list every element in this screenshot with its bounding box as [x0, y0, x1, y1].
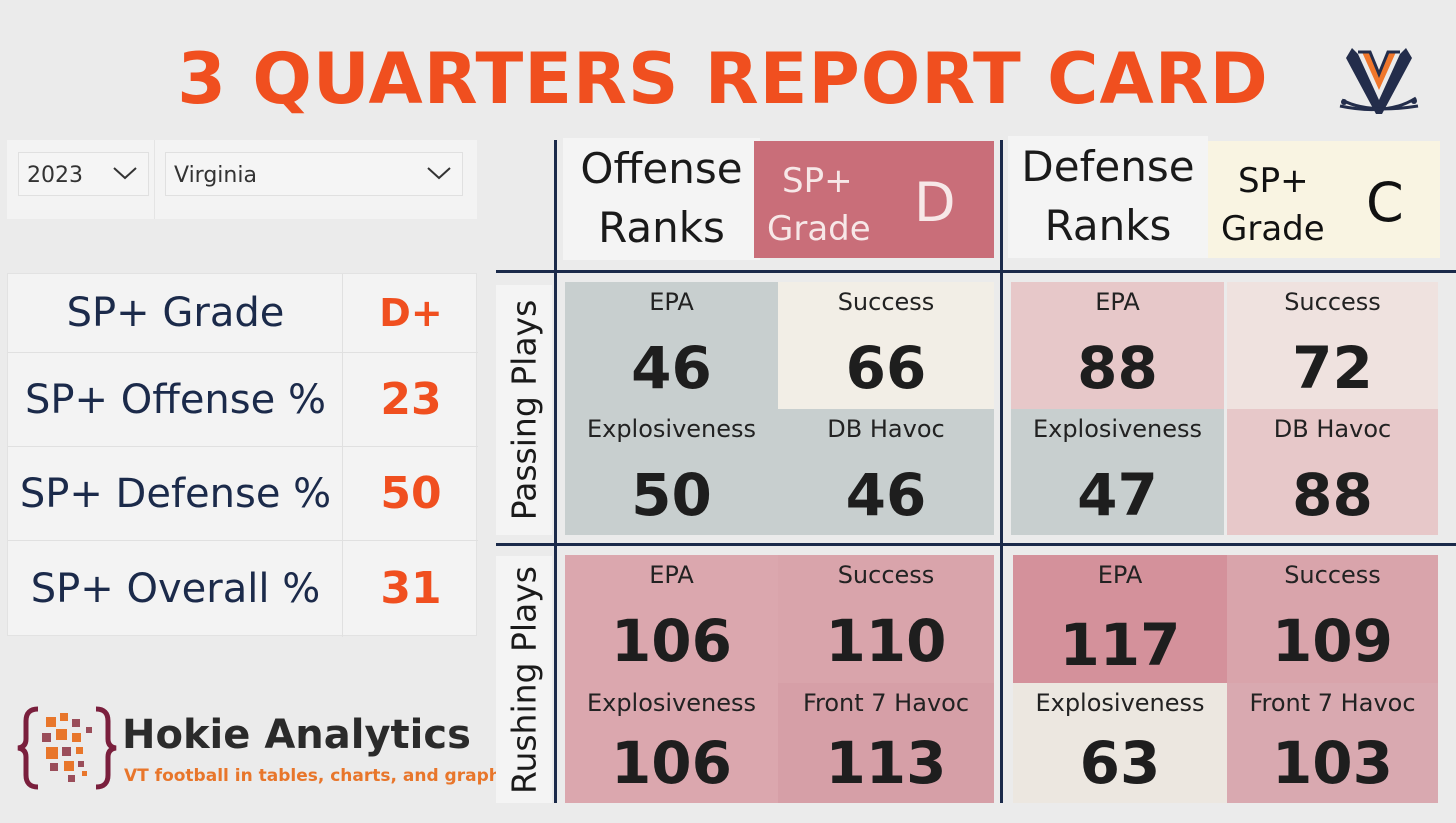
metric-label: EPA — [649, 288, 694, 316]
grade-label-line1: SP+ — [782, 161, 853, 201]
metric-value: 88 — [1292, 461, 1373, 529]
metric-value: 109 — [1271, 607, 1394, 675]
metric-value: 63 — [1079, 729, 1161, 797]
grade-label-line1: SP+ — [1238, 161, 1309, 201]
divider — [496, 270, 1456, 273]
metric-value: 88 — [1077, 334, 1158, 402]
metric-label: Front 7 Havoc — [802, 689, 970, 717]
brand-tagline: VT football in tables, charts, and graph… — [124, 766, 511, 786]
metric-label: Explosiveness — [1035, 689, 1205, 717]
sp-summary-table: SP+ Grade D+ SP+ Offense % 23 SP+ Defens… — [7, 273, 478, 637]
metric-value: 117 — [1059, 611, 1181, 679]
metric-label: Success — [1284, 288, 1381, 316]
summary-label: SP+ Grade — [66, 290, 285, 336]
summary-value: D+ — [379, 291, 443, 335]
metric-label: DB Havoc — [827, 415, 945, 443]
metric-label: EPA — [649, 561, 694, 589]
team-value: Virginia — [174, 163, 257, 188]
summary-row: SP+ Offense % 23 — [8, 353, 478, 447]
metric-label: Front 7 Havoc — [1249, 689, 1416, 717]
offense-header-line2: Ranks — [598, 203, 725, 252]
page-title: 3 QUARTERS REPORT CARD — [177, 38, 1269, 120]
defense-sp-grade: SP+ Grade C — [1208, 141, 1440, 258]
metric-value: 106 — [610, 607, 733, 675]
defense-header-line2: Ranks — [1044, 201, 1172, 250]
defense-header-line1: Defense — [1021, 142, 1195, 192]
passing-plays-text: Passing Plays — [504, 299, 544, 521]
defense-passing-epa-cell: EPA 88 — [1011, 282, 1224, 409]
metric-value: 103 — [1271, 729, 1394, 797]
metric-label: Explosiveness — [586, 415, 757, 443]
offense-rushing-explosiveness-cell: Explosiveness 106 — [565, 683, 778, 803]
metric-value: 46 — [845, 461, 927, 529]
defense-passing-db-havoc-cell: DB Havoc 88 — [1227, 409, 1438, 535]
metric-label: Success — [1284, 561, 1381, 589]
metric-value: 47 — [1077, 461, 1158, 529]
year-dropdown[interactable]: 2023 — [18, 152, 149, 196]
hokie-analytics-logo-icon — [17, 706, 117, 790]
metric-label: EPA — [1095, 288, 1140, 316]
offense-header-line1: Offense — [580, 144, 743, 194]
offense-ranks-header: Offense Ranks — [563, 138, 760, 260]
defense-rushing-epa-cell: EPA 117 — [1013, 555, 1227, 683]
year-value: 2023 — [27, 163, 83, 188]
summary-label: SP+ Overall % — [30, 565, 321, 612]
divider — [1000, 140, 1003, 803]
defense-passing-explosiveness-cell: Explosiveness 47 — [1011, 409, 1224, 535]
team-dropdown[interactable]: Virginia — [165, 152, 463, 196]
offense-passing-explosiveness-cell: Explosiveness 50 — [565, 409, 778, 535]
summary-label: SP+ Offense % — [25, 376, 326, 423]
defense-rushing-explosiveness-cell: Explosiveness 63 — [1013, 683, 1227, 803]
summary-row: SP+ Overall % 31 — [8, 541, 478, 636]
metric-value: 72 — [1292, 334, 1373, 402]
offense-rushing-front7-havoc-cell: Front 7 Havoc 113 — [778, 683, 994, 803]
metric-value: 113 — [825, 729, 947, 797]
summary-value: 23 — [380, 374, 442, 425]
grade-label-line2: Grade — [1221, 209, 1325, 249]
summary-value: 31 — [380, 563, 442, 614]
metric-label: Success — [837, 561, 935, 589]
metric-label: Explosiveness — [1032, 415, 1203, 443]
metric-label: EPA — [1097, 561, 1143, 589]
metric-label: Success — [837, 288, 935, 316]
offense-sp-grade: SP+ Grade D — [754, 141, 994, 258]
summary-value: 50 — [380, 468, 442, 519]
divider — [496, 543, 1456, 546]
offense-passing-epa-cell: EPA 46 — [565, 282, 778, 409]
chevron-down-icon — [113, 167, 137, 180]
offense-passing-success-cell: Success 66 — [778, 282, 994, 409]
chevron-down-icon — [427, 167, 451, 180]
summary-row: SP+ Grade D+ — [8, 274, 478, 353]
summary-label: SP+ Defense % — [19, 470, 332, 517]
defense-passing-success-cell: Success 72 — [1227, 282, 1438, 409]
metric-value: 110 — [825, 607, 947, 675]
divider — [554, 140, 557, 803]
metric-label: DB Havoc — [1273, 415, 1392, 443]
defense-rushing-front7-havoc-cell: Front 7 Havoc 103 — [1227, 683, 1438, 803]
metric-value: 50 — [631, 461, 712, 529]
offense-rushing-epa-cell: EPA 106 — [565, 555, 778, 683]
divider — [154, 140, 155, 219]
grade-label-line2: Grade — [767, 209, 871, 249]
offense-passing-db-havoc-cell: DB Havoc 46 — [778, 409, 994, 535]
metric-value: 66 — [845, 334, 927, 402]
metric-label: Explosiveness — [586, 689, 757, 717]
filter-panel: 2023 Virginia — [7, 140, 477, 219]
summary-row: SP+ Defense % 50 — [8, 447, 478, 541]
grade-value: D — [914, 171, 956, 234]
brand-name: Hokie Analytics — [122, 712, 471, 758]
passing-plays-label: Passing Plays — [496, 285, 552, 535]
defense-ranks-header: Defense Ranks — [1008, 136, 1208, 258]
rushing-plays-text: Rushing Plays — [504, 565, 544, 794]
metric-value: 106 — [610, 729, 733, 797]
defense-rushing-success-cell: Success 109 — [1227, 555, 1438, 683]
offense-rushing-success-cell: Success 110 — [778, 555, 994, 683]
divider — [342, 274, 343, 637]
rushing-plays-label: Rushing Plays — [496, 556, 552, 803]
metric-value: 46 — [631, 334, 712, 402]
grade-value: C — [1366, 171, 1404, 234]
virginia-v-sabres-icon — [1339, 48, 1419, 114]
